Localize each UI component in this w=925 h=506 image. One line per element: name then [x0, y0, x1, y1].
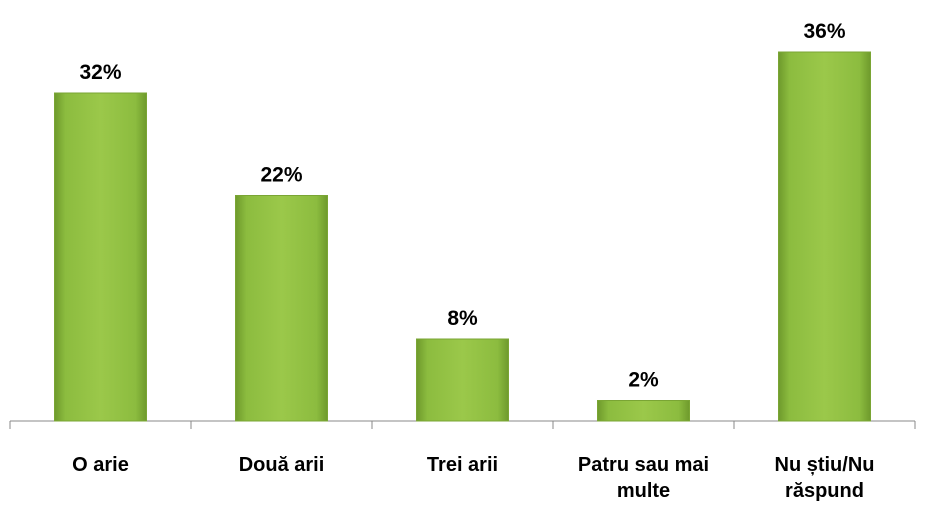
bar	[416, 338, 509, 422]
value-label: 22%	[260, 164, 302, 187]
value-label: 36%	[803, 20, 845, 43]
value-label: 32%	[79, 61, 121, 84]
value-label: 8%	[447, 307, 478, 330]
bar	[235, 195, 328, 422]
x-tick-label: Patru sau mai multe	[577, 454, 710, 502]
value-label: 2%	[628, 369, 659, 392]
bar	[778, 51, 871, 422]
x-tick-label: Două arii	[238, 454, 325, 476]
x-tick-label: O arie	[72, 454, 129, 476]
bar	[597, 400, 690, 422]
x-tick-label: Nu știu/Nu răspund	[774, 454, 875, 502]
x-tick-label: Trei arii	[426, 454, 499, 476]
bar	[54, 92, 147, 422]
